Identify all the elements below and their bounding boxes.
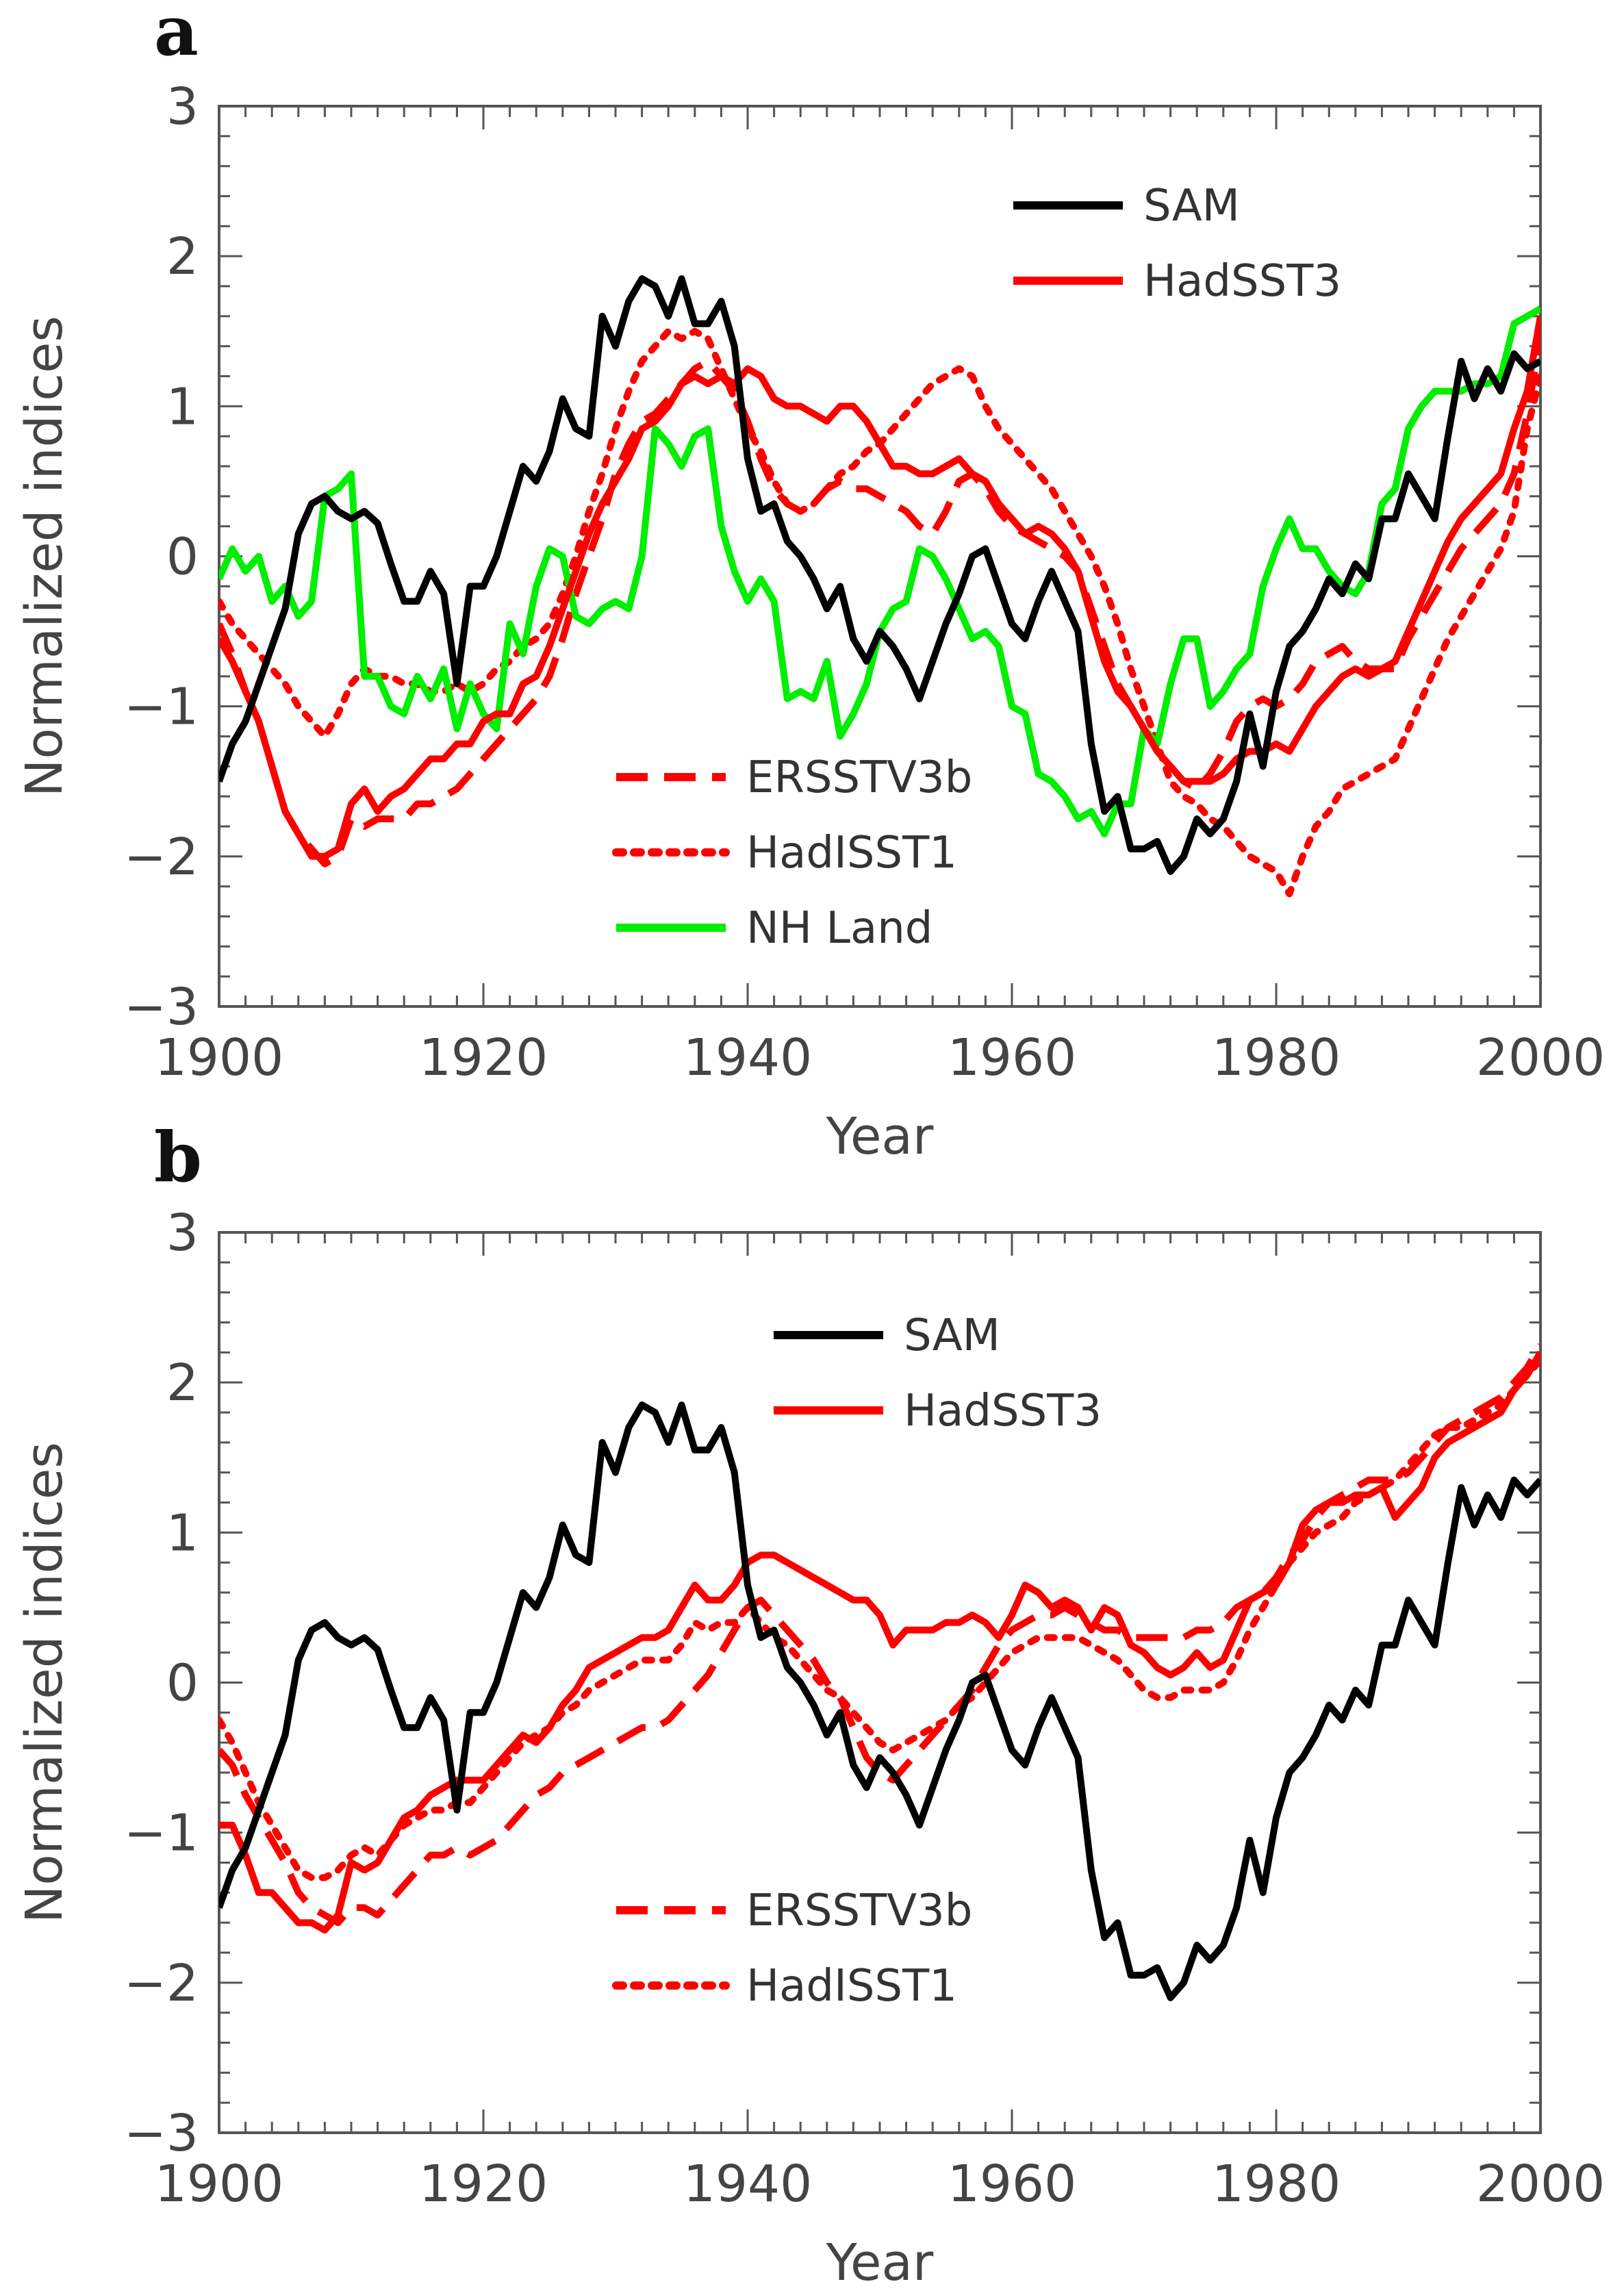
y-tick-label: 3 [166, 1204, 199, 1263]
series-line-hadsst3 [219, 315, 1540, 860]
y-tick-label: 0 [166, 1654, 199, 1713]
y-tick-label: −2 [124, 828, 199, 887]
x-tick-label: 1900 [155, 2155, 283, 2214]
series-line-sam [219, 275, 1540, 875]
x-tick-label: 2000 [1476, 2155, 1605, 2214]
legend-label: ERSSTV3b [746, 752, 972, 803]
series-line-hadsst3 [219, 1350, 1540, 1934]
legend-label: SAM [1143, 181, 1240, 231]
x-tick-label: 1920 [419, 2155, 548, 2214]
y-axis-title: Normalized indices [15, 1442, 74, 1923]
y-tick-label: −1 [124, 678, 199, 737]
y-tick-label: 2 [166, 1354, 199, 1412]
panel-letter: a [154, 0, 199, 71]
x-tick-label: 2000 [1476, 1028, 1605, 1087]
y-tick-label: −2 [124, 1954, 199, 2013]
chart-panel-a: a 1900 1920 1940 1960 1980 2000 −3 −2 −1 0 1 2 3 Year N… [15, 0, 1605, 1166]
series-line-ersstv3b [219, 338, 1540, 867]
panel-letter: b [154, 1117, 202, 1197]
y-tick-label: 1 [166, 1504, 199, 1562]
series-line-hadisst1 [219, 327, 1540, 898]
legend-label: SAM [904, 1310, 1000, 1361]
legend-label: HadISST1 [746, 828, 957, 878]
legend-label: HadSST3 [1143, 256, 1341, 307]
x-tick-label: 1920 [419, 1028, 548, 1087]
x-tick-label: 1900 [155, 1028, 283, 1087]
x-axis-title: Year [826, 1107, 934, 1166]
y-tick-label: 1 [166, 377, 199, 436]
legend-label: NH Land [746, 903, 932, 954]
x-tick-label: 1940 [683, 1028, 812, 1087]
chart-panel-b: b 1900 1920 1940 1960 1980 2000 −3 −2 −1 0 1 2 3 Year N… [15, 1117, 1605, 2292]
series-line-ersstv3b [219, 1343, 1540, 1927]
series-line-hadisst1 [219, 1356, 1540, 1881]
x-tick-label: 1980 [1212, 1028, 1341, 1087]
legend-label: ERSSTV3b [746, 1886, 972, 1936]
y-tick-label: −3 [124, 2104, 199, 2163]
x-tick-label: 1960 [948, 1028, 1076, 1087]
x-tick-label: 1980 [1212, 2155, 1341, 2214]
y-tick-label: −3 [124, 978, 199, 1037]
legend-label: HadSST3 [904, 1386, 1102, 1436]
legend-label: HadISST1 [746, 1961, 957, 2012]
x-axis-title: Year [826, 2233, 934, 2292]
y-tick-label: −1 [124, 1804, 199, 1863]
x-tick-label: 1940 [683, 2155, 812, 2214]
y-tick-label: 0 [166, 528, 199, 587]
series-line-sam [219, 1402, 1540, 2001]
y-tick-label: 2 [166, 227, 199, 286]
y-axis-title: Normalized indices [15, 316, 74, 797]
y-tick-label: 3 [166, 77, 199, 136]
x-tick-label: 1960 [948, 2155, 1076, 2214]
